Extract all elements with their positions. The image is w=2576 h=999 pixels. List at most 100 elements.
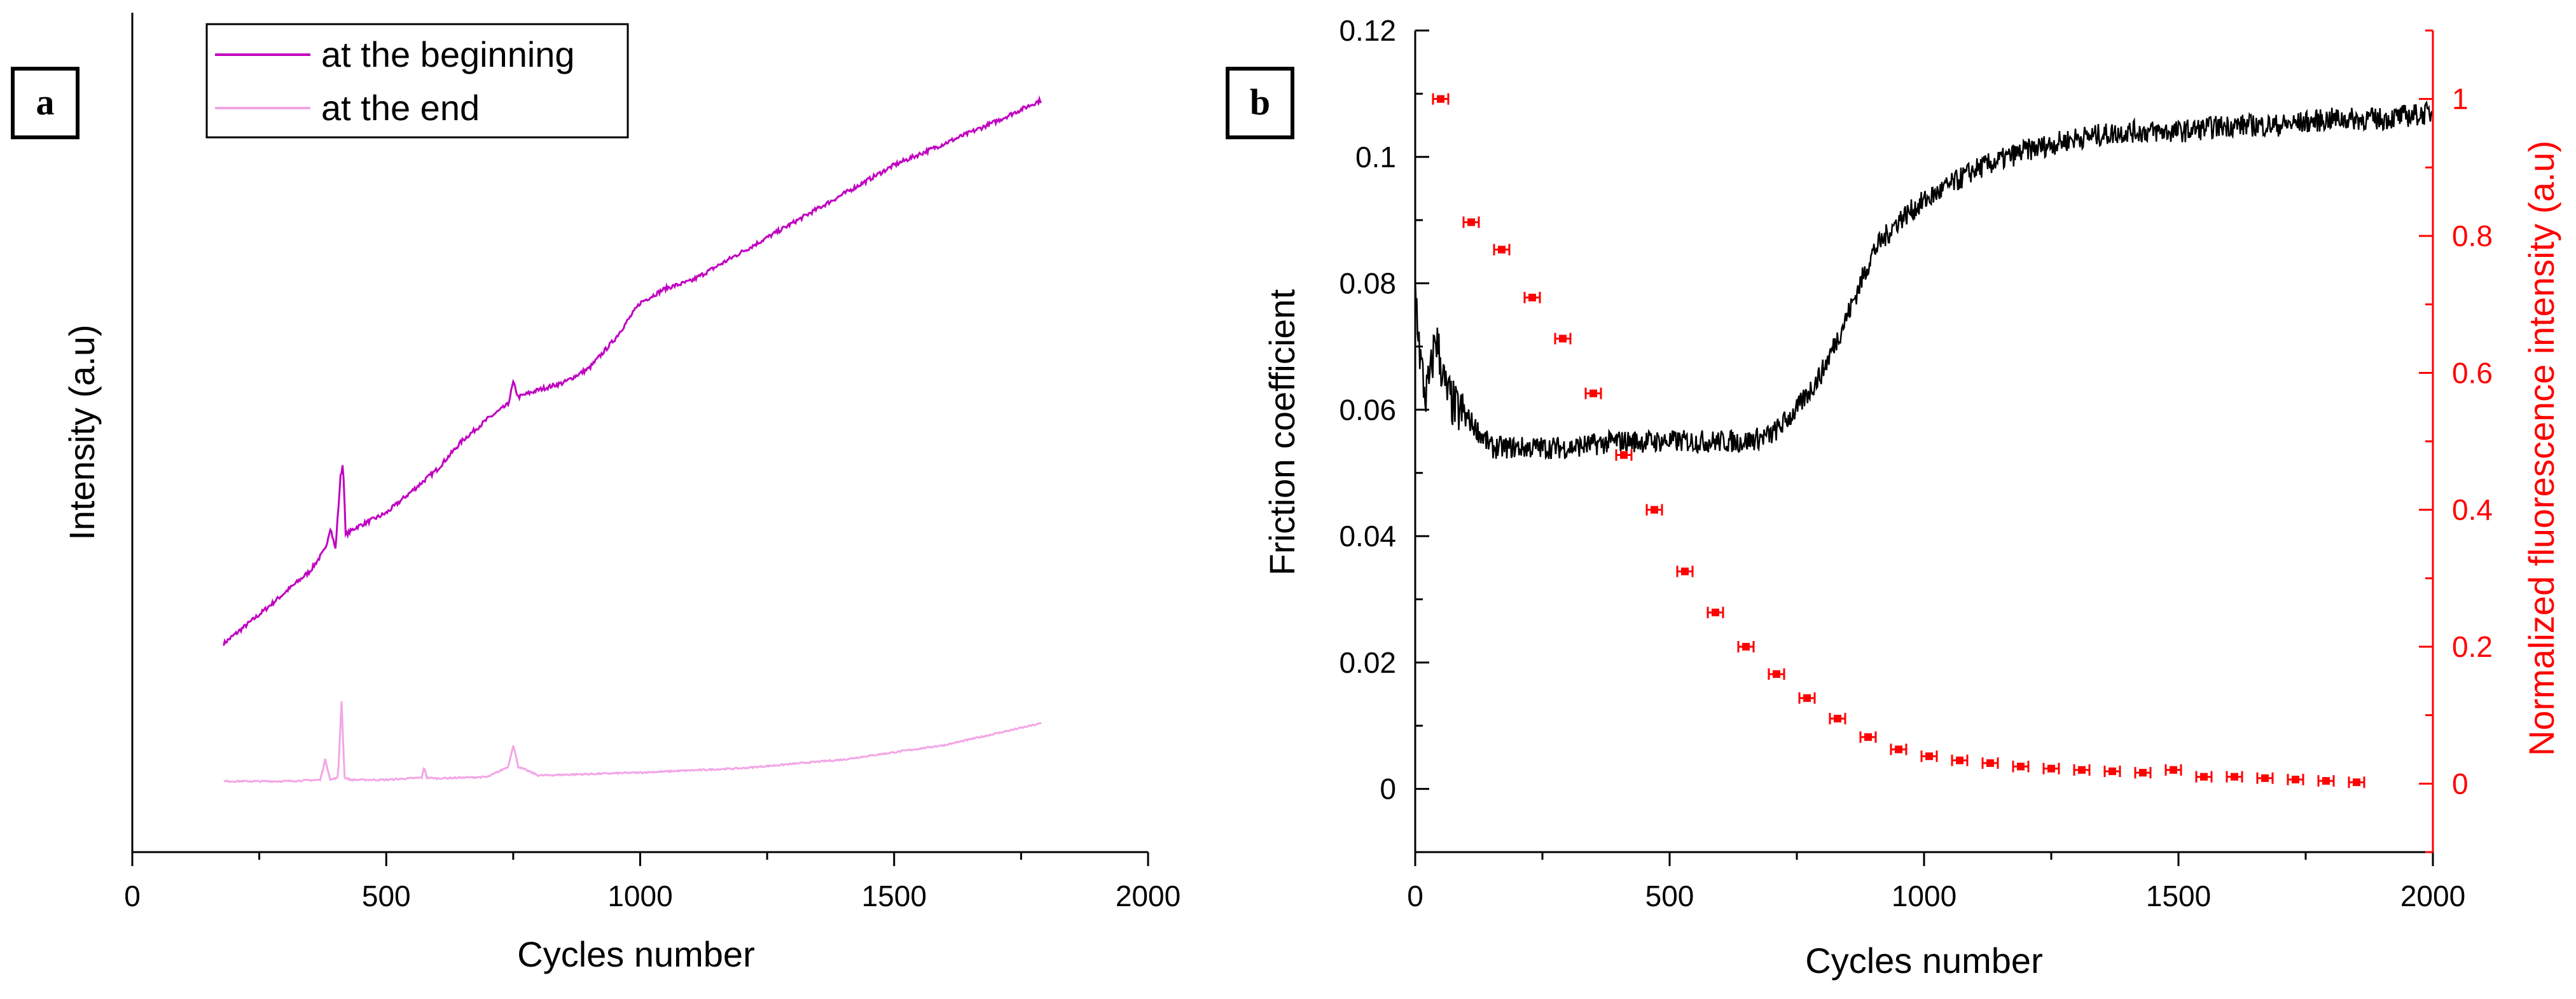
fluorescence-point — [1981, 757, 1999, 769]
panel-a-y-axis-title: Intensity (a.u) — [62, 324, 102, 540]
fluorescence-point — [2226, 771, 2243, 783]
fluorescence-point — [2073, 764, 2091, 776]
fluorescence-point — [1920, 750, 1938, 762]
data-point-marker — [2292, 775, 2299, 783]
right-y-tick-label: 0 — [2452, 767, 2469, 800]
panel-a-legend-box — [205, 23, 629, 139]
series-line-at-the-beginning — [223, 95, 1042, 646]
x-tick-label: 500 — [1645, 879, 1694, 913]
series-line-friction-coefficient — [1414, 100, 2434, 460]
panel-b-friction-curve — [1414, 100, 2434, 460]
x-tick-label: 0 — [124, 879, 141, 913]
x-tick-label: 1500 — [2146, 879, 2211, 913]
fluorescence-point — [1676, 565, 1694, 577]
fluorescence-point — [2317, 775, 2335, 787]
panel-a-x-ticks: 0 500 1000 1500 2000 — [124, 852, 1181, 913]
y-tick-label: 0.02 — [1339, 646, 1396, 679]
panel-b: 0 500 1000 1500 2000 0 0.02 0.04 0.06 0.08 0.1 0.1… — [1226, 14, 2561, 981]
panel-b-x-axis-title: Cycles number — [1805, 940, 2042, 981]
right-y-tick-label: 1 — [2452, 83, 2469, 116]
panel-b-left-y-axis-title: Friction coefficient — [1262, 289, 1302, 575]
fluorescence-point — [1707, 607, 1724, 619]
panel-a-label: a — [36, 81, 55, 123]
x-tick-label: 1000 — [1892, 879, 1956, 913]
x-tick-label: 2000 — [1116, 879, 1181, 913]
data-point-marker — [1712, 609, 1719, 617]
fluorescence-point — [1523, 291, 1541, 303]
x-tick-label: 2000 — [2400, 879, 2465, 913]
data-point-marker — [1559, 334, 1567, 343]
fluorescence-point — [2103, 765, 2121, 777]
data-point-marker — [1742, 643, 1750, 651]
data-point-marker — [1925, 752, 1933, 761]
data-point-marker — [2231, 773, 2238, 781]
fluorescence-point — [2348, 776, 2365, 789]
fluorescence-point — [1829, 713, 1846, 725]
fluorescence-point — [1645, 504, 1663, 516]
data-point-marker — [1528, 293, 1536, 301]
panel-a-label-box — [11, 67, 80, 139]
data-point-marker — [2200, 773, 2208, 781]
fluorescence-point — [1584, 387, 1602, 399]
panel-a: 0 500 1000 1500 2000 Cycles number Intensity… — [11, 13, 1181, 974]
y-tick-label: 0.04 — [1339, 520, 1396, 553]
y-tick-label: 0.1 — [1355, 141, 1396, 174]
fluorescence-point — [1554, 333, 1572, 345]
x-tick-label: 1000 — [607, 879, 672, 913]
panel-b-label: b — [1250, 81, 1270, 123]
fluorescence-point — [1951, 754, 1969, 766]
panel-a-curves — [223, 95, 1042, 783]
data-point-marker — [2261, 774, 2269, 782]
data-point-marker — [1895, 745, 1902, 754]
fluorescence-point — [2287, 773, 2304, 785]
fluorescence-point — [1859, 731, 1877, 743]
right-y-tick-label: 0.2 — [2452, 630, 2493, 663]
y-tick-label: 0.12 — [1339, 14, 1396, 47]
y-tick-label: 0.08 — [1339, 267, 1396, 300]
x-tick-label: 0 — [1407, 879, 1423, 913]
series-line-at-the-end — [223, 701, 1042, 783]
fluorescence-point — [1768, 668, 1785, 680]
panel-b-fluorescence-points — [1432, 93, 2365, 789]
data-point-marker — [1467, 218, 1475, 226]
right-y-tick-label: 0.8 — [2452, 219, 2493, 252]
data-point-marker — [2170, 766, 2177, 774]
fluorescence-point — [1615, 449, 1633, 461]
panel-b-x-ticks: 0 500 1000 1500 2000 — [1407, 852, 2465, 913]
data-point-marker — [2017, 762, 2025, 771]
panel-a-legend: at the beginning at the end — [205, 23, 629, 139]
data-point-marker — [2109, 767, 2116, 775]
fluorescence-point — [1890, 743, 1908, 755]
y-tick-label: 0 — [1380, 773, 1396, 806]
data-point-marker — [1956, 756, 1963, 764]
panel-a-x-axis-title: Cycles number — [517, 934, 754, 974]
panel-b-left-y-ticks: 0 0.02 0.04 0.06 0.08 0.1 0.12 — [1339, 14, 1429, 853]
data-point-marker — [1803, 694, 1811, 702]
fluorescence-point — [1493, 244, 1511, 256]
data-point-marker — [2139, 769, 2147, 777]
right-y-tick-label: 0.4 — [2452, 493, 2493, 527]
fluorescence-point — [1432, 93, 1450, 105]
fluorescence-point — [2134, 767, 2152, 779]
data-point-marker — [1437, 95, 1444, 103]
data-point-marker — [1834, 715, 1841, 723]
fluorescence-point — [1737, 641, 1755, 652]
data-point-marker — [2078, 766, 2086, 774]
y-tick-label: 0.06 — [1339, 393, 1396, 426]
x-tick-label: 500 — [362, 879, 411, 913]
data-point-marker — [2353, 778, 2360, 787]
fluorescence-point — [2042, 762, 2060, 775]
fluorescence-point — [2256, 772, 2274, 784]
panel-b-right-y-axis-title: Normalized fluorescence intensity (a.u) — [2521, 141, 2561, 756]
data-point-marker — [1773, 670, 1780, 679]
legend-label-at-the-beginning: at the beginning — [321, 34, 575, 74]
x-tick-label: 1500 — [862, 879, 927, 913]
data-point-marker — [1864, 733, 1872, 741]
data-point-marker — [1651, 506, 1658, 514]
right-y-tick-label: 0.6 — [2452, 356, 2493, 389]
fluorescence-point — [1798, 692, 1816, 704]
data-point-marker — [1620, 451, 1628, 459]
data-point-marker — [1589, 389, 1597, 397]
fluorescence-point — [2164, 764, 2182, 776]
